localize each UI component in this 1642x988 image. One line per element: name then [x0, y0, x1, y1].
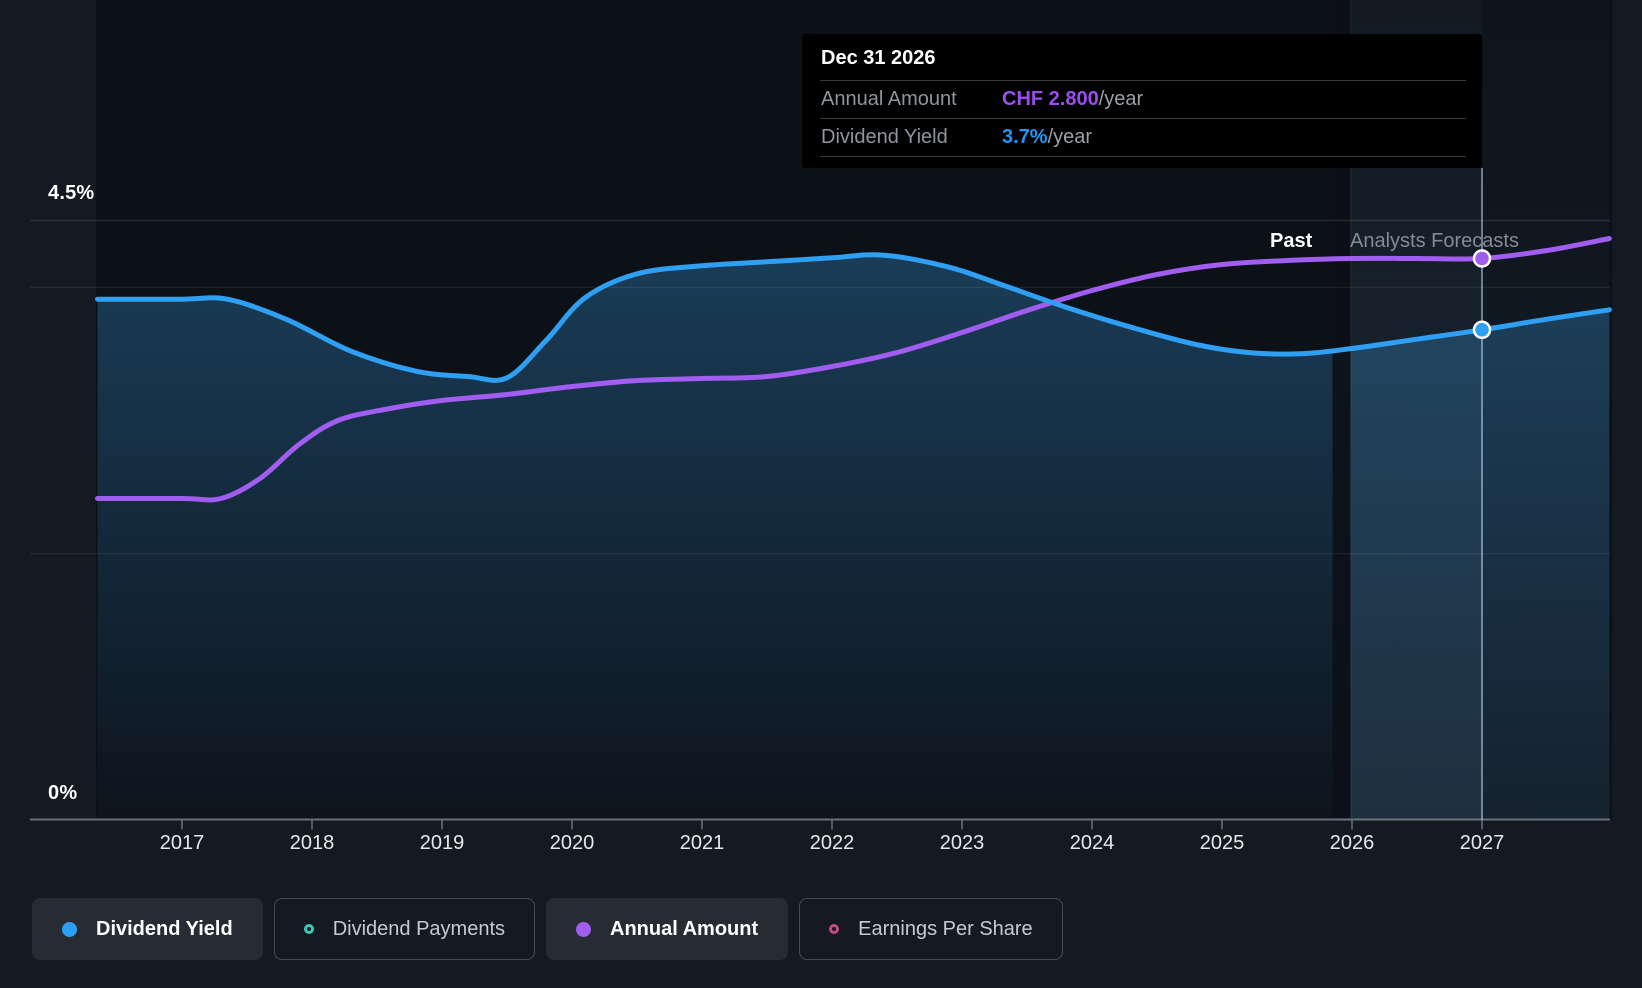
legend-button-dividend-yield[interactable]: Dividend Yield	[32, 898, 263, 960]
legend-button-dividend-payments[interactable]: Dividend Payments	[273, 898, 536, 960]
filled-circle-icon	[576, 921, 592, 937]
tooltip-row: Annual Amount CHF 2.800/year	[820, 80, 1466, 118]
x-axis-year-label: 2017	[159, 832, 205, 854]
x-axis-year-label: 2019	[419, 832, 465, 854]
legend-button-earnings-per-share[interactable]: Earnings Per Share	[799, 898, 1063, 960]
ring-circle-icon	[829, 924, 840, 934]
tooltip-row-label: Dividend Yield	[821, 126, 948, 148]
legend-button-annual-amount[interactable]: Annual Amount	[546, 898, 789, 960]
tooltip-row-suffix: /year	[1098, 88, 1144, 110]
gridlines	[30, 219, 1610, 555]
x-axis-year-label: 2026	[1329, 832, 1375, 854]
tooltip-date: Dec 31 2026	[821, 47, 936, 69]
tooltip-row-label: Annual Amount	[821, 88, 957, 110]
analysts-forecasts-label: Analysts Forecasts	[1350, 230, 1519, 252]
x-axis-year-label: 2027	[1459, 832, 1505, 854]
ring-circle-icon	[303, 924, 314, 934]
filled-circle-icon	[62, 921, 77, 937]
annual-amount-line	[95, 236, 1612, 503]
chart-legend: Dividend Yield Dividend Payments Annual Am…	[32, 898, 1063, 960]
past-label: Past	[1270, 230, 1313, 252]
tooltip-row-value: CHF 2.800	[1002, 88, 1099, 110]
legend-button-label: Dividend Payments	[332, 917, 506, 940]
x-axis-year-label: 2021	[679, 832, 725, 854]
x-axis-year-label: 2023	[939, 832, 985, 854]
legend-button-label: Annual Amount	[610, 917, 759, 940]
x-axis-year-label: 2020	[549, 832, 595, 854]
past-forecast-divider	[1332, 0, 1351, 820]
x-axis-year-label: 2024	[1069, 832, 1115, 854]
legend-button-label: Dividend Yield	[96, 917, 233, 940]
forecast-band	[1482, 0, 1610, 820]
x-axis-year-label: 2018	[289, 832, 335, 854]
tooltip-row-value: 3.7%	[1002, 126, 1048, 148]
x-axis-ticks	[181, 820, 1483, 830]
y-axis-zero-label: 0%	[48, 782, 78, 804]
y-axis-max-label: 4.5%	[48, 182, 95, 204]
legend-button-label: Earnings Per Share	[858, 917, 1033, 940]
hover-marker-dividend-yield	[1472, 320, 1492, 340]
x-axis-year-label: 2022	[809, 832, 855, 854]
x-axis-year-label: 2025	[1199, 832, 1245, 854]
hover-marker-annual-amount	[1472, 249, 1492, 268]
hover-tooltip: Dec 31 2026 Annual Amount CHF 2.800/year D…	[802, 34, 1482, 168]
tooltip-row: Dividend Yield 3.7%/year	[820, 118, 1466, 157]
tooltip-row-suffix: /year	[1047, 126, 1093, 148]
dividend-yield-line	[95, 252, 1612, 383]
